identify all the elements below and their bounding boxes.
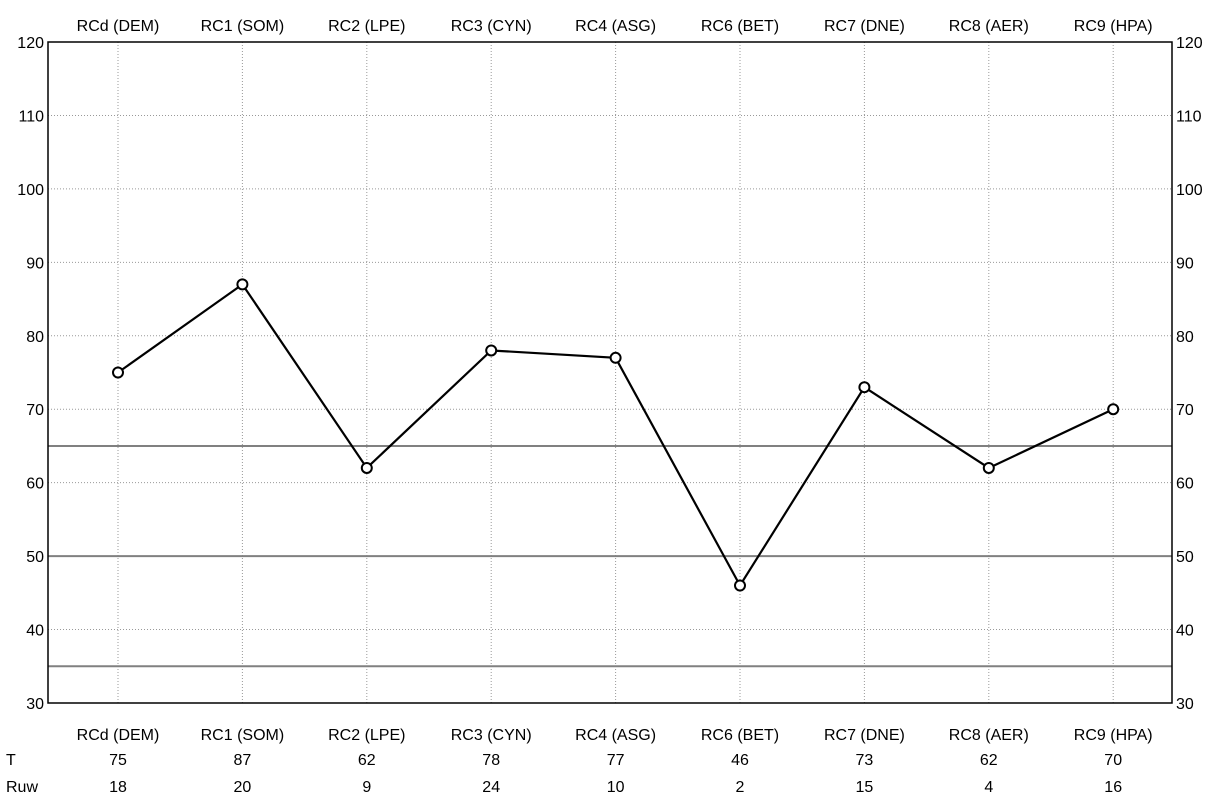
y-tick-label-left: 110 [18,108,44,125]
table-cell-value: 75 [109,752,127,769]
y-tick-label-left: 120 [17,35,44,52]
y-tick-label-left: 70 [26,402,44,419]
y-tick-label-right: 40 [1176,623,1194,640]
y-tick-label-right: 110 [1176,108,1202,125]
table-cell-value: 18 [109,779,127,796]
x-category-label-top: RC2 (LPE) [328,18,405,35]
x-category-label-bottom: RC8 (AER) [949,727,1029,744]
table-row-label: Ruw [6,779,38,796]
data-point [609,351,622,364]
table-cell-value: 77 [607,752,625,769]
y-tick-label-right: 70 [1176,402,1194,419]
x-category-label-bottom: RCd (DEM) [77,727,160,744]
data-point [360,461,373,474]
data-point [982,461,995,474]
y-tick-label-right: 30 [1176,696,1194,713]
data-point [858,381,871,394]
y-tick-label-left: 30 [26,696,44,713]
x-category-label-top: RC1 (SOM) [201,18,285,35]
x-category-label-bottom: RC7 (DNE) [824,727,905,744]
y-tick-label-left: 50 [26,549,44,566]
x-category-label-top: RC3 (CYN) [451,18,532,35]
x-category-label-bottom: RC4 (ASG) [575,727,656,744]
y-tick-label-left: 100 [17,182,44,199]
y-tick-label-left: 40 [26,623,44,640]
table-cell-value: 9 [362,779,371,796]
table-cell-value: 24 [482,779,500,796]
x-category-label-bottom: RC6 (BET) [701,727,779,744]
data-point [112,366,124,379]
y-tick-label-right: 50 [1176,549,1194,566]
data-point [485,344,498,357]
x-category-label-bottom: RC2 (LPE) [328,727,405,744]
y-tick-label-left: 60 [26,476,44,493]
table-cell-value: 4 [984,779,993,796]
x-category-label-top: RC9 (HPA) [1074,18,1153,35]
table-cell-value: 62 [980,752,998,769]
x-category-label-bottom: RC1 (SOM) [201,727,285,744]
x-category-label-top: RC8 (AER) [949,18,1029,35]
data-point [734,579,746,592]
x-category-label-top: RC6 (BET) [701,18,779,35]
y-tick-label-right: 80 [1176,329,1194,346]
table-cell-value: 20 [234,779,252,796]
y-tick-label-right: 100 [1176,182,1203,199]
table-cell-value: 62 [358,752,376,769]
y-tick-label-left: 90 [26,255,44,272]
data-point [236,278,249,291]
x-category-label-top: RC4 (ASG) [575,18,656,35]
table-cell-value: 78 [482,752,500,769]
data-point [1107,403,1120,416]
x-category-label-bottom: RC3 (CYN) [451,727,532,744]
table-cell-value: 70 [1104,752,1122,769]
table-cell-value: 2 [736,779,745,796]
y-tick-label-right: 90 [1176,255,1194,272]
y-tick-label-right: 60 [1176,476,1194,493]
table-row-label: T [6,752,16,769]
y-tick-label-right: 120 [1176,35,1203,52]
x-category-label-top: RC7 (DNE) [824,18,905,35]
table-cell-value: 10 [607,779,625,796]
table-cell-value: 46 [731,752,749,769]
table-cell-value: 87 [234,752,252,769]
table-cell-value: 15 [856,779,874,796]
x-category-label-bottom: RC9 (HPA) [1074,727,1153,744]
table-cell-value: 16 [1104,779,1122,796]
x-category-label-top: RCd (DEM) [77,18,160,35]
y-tick-label-left: 80 [26,329,44,346]
table-cell-value: 73 [856,752,874,769]
plot-frame [47,41,1173,704]
